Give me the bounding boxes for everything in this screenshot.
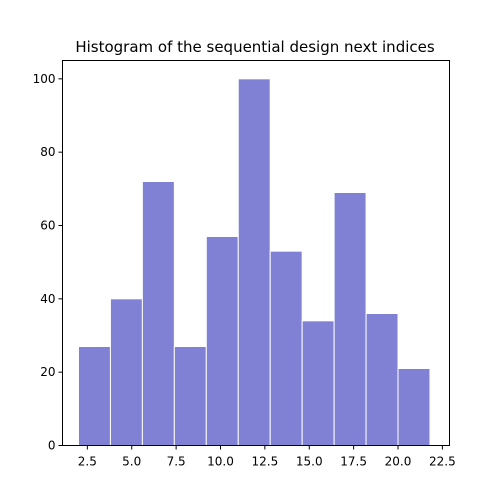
y-tick-label: 0 xyxy=(48,439,56,453)
histogram-bar xyxy=(365,313,399,446)
histogram-bar xyxy=(269,250,303,446)
histogram-bar xyxy=(301,320,335,447)
x-tick-label: 17.5 xyxy=(340,455,367,469)
x-tick-label: 10.0 xyxy=(207,455,234,469)
x-tick-label: 20.0 xyxy=(385,455,412,469)
y-tick-label: 20 xyxy=(40,365,55,379)
histogram-bar xyxy=(173,346,207,446)
y-tick-label: 100 xyxy=(33,72,56,86)
histogram-bar xyxy=(397,368,431,446)
histogram-bar xyxy=(333,192,367,446)
y-tick-label: 80 xyxy=(40,145,55,159)
x-tick-label: 2.5 xyxy=(78,455,97,469)
x-tick-label: 12.5 xyxy=(252,455,279,469)
chart-title: Histogram of the sequential design next … xyxy=(75,38,435,56)
y-tick-label: 60 xyxy=(40,219,55,233)
x-tick-label: 22.5 xyxy=(429,455,456,469)
histogram-bar xyxy=(109,298,143,447)
plot-area-frame xyxy=(62,60,450,446)
x-tick-label: 5.0 xyxy=(122,455,141,469)
y-axis: 0 20 40 60 80 100 xyxy=(33,72,63,453)
histogram-bar xyxy=(205,236,239,446)
bars-group xyxy=(77,78,431,447)
x-tick-label: 7.5 xyxy=(167,455,186,469)
histogram-bar xyxy=(141,181,175,446)
x-axis: 2.5 5.0 7.5 10.0 12.5 15.0 17.5 20.0 22.5 xyxy=(78,445,456,469)
x-tick-label: 15.0 xyxy=(296,455,323,469)
histogram-bar xyxy=(77,346,111,446)
y-tick-label: 40 xyxy=(40,292,55,306)
histogram-bar xyxy=(237,78,271,446)
